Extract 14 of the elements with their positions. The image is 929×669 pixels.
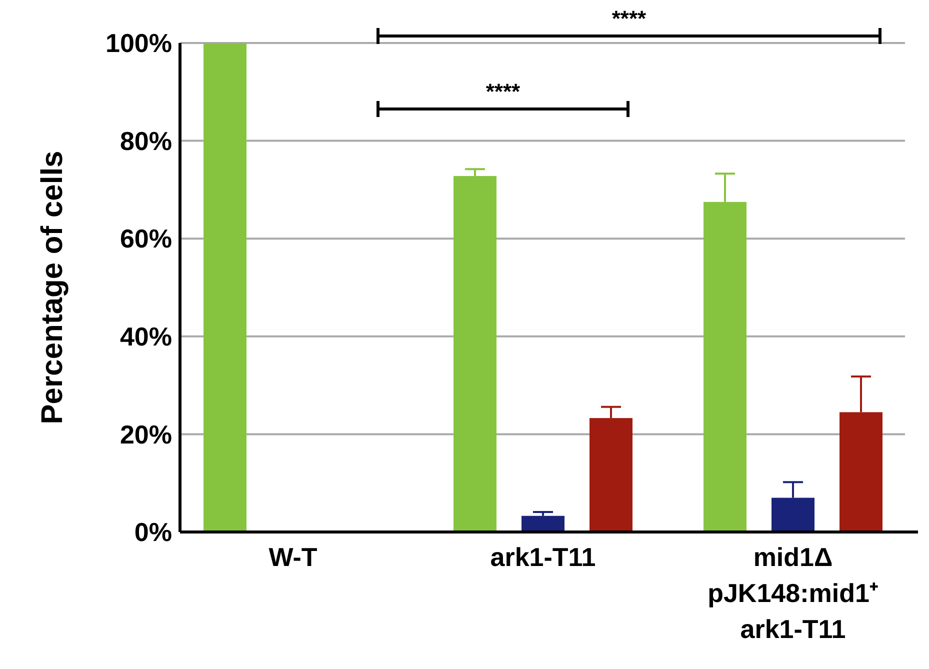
y-tick-label: 80%: [120, 126, 172, 156]
x-tick-label: mid1Δ pJK148:mid1⁺ ark1-T11: [708, 542, 878, 644]
y-tick-label: 60%: [120, 224, 172, 254]
y-axis-title: Percentage of cells: [36, 150, 69, 424]
x-tick-label: ark1-T11: [490, 542, 596, 572]
bar: [204, 43, 246, 532]
annotation: ****: [486, 79, 521, 104]
x-tick-label: W-T: [268, 542, 318, 572]
y-tick-label: 100%: [106, 28, 172, 58]
text: ****: [612, 6, 647, 31]
y-tick-label: 40%: [120, 322, 172, 352]
y-tick-label: 20%: [120, 419, 172, 450]
y-tick-label: 0%: [134, 517, 172, 548]
bar: [522, 516, 564, 532]
